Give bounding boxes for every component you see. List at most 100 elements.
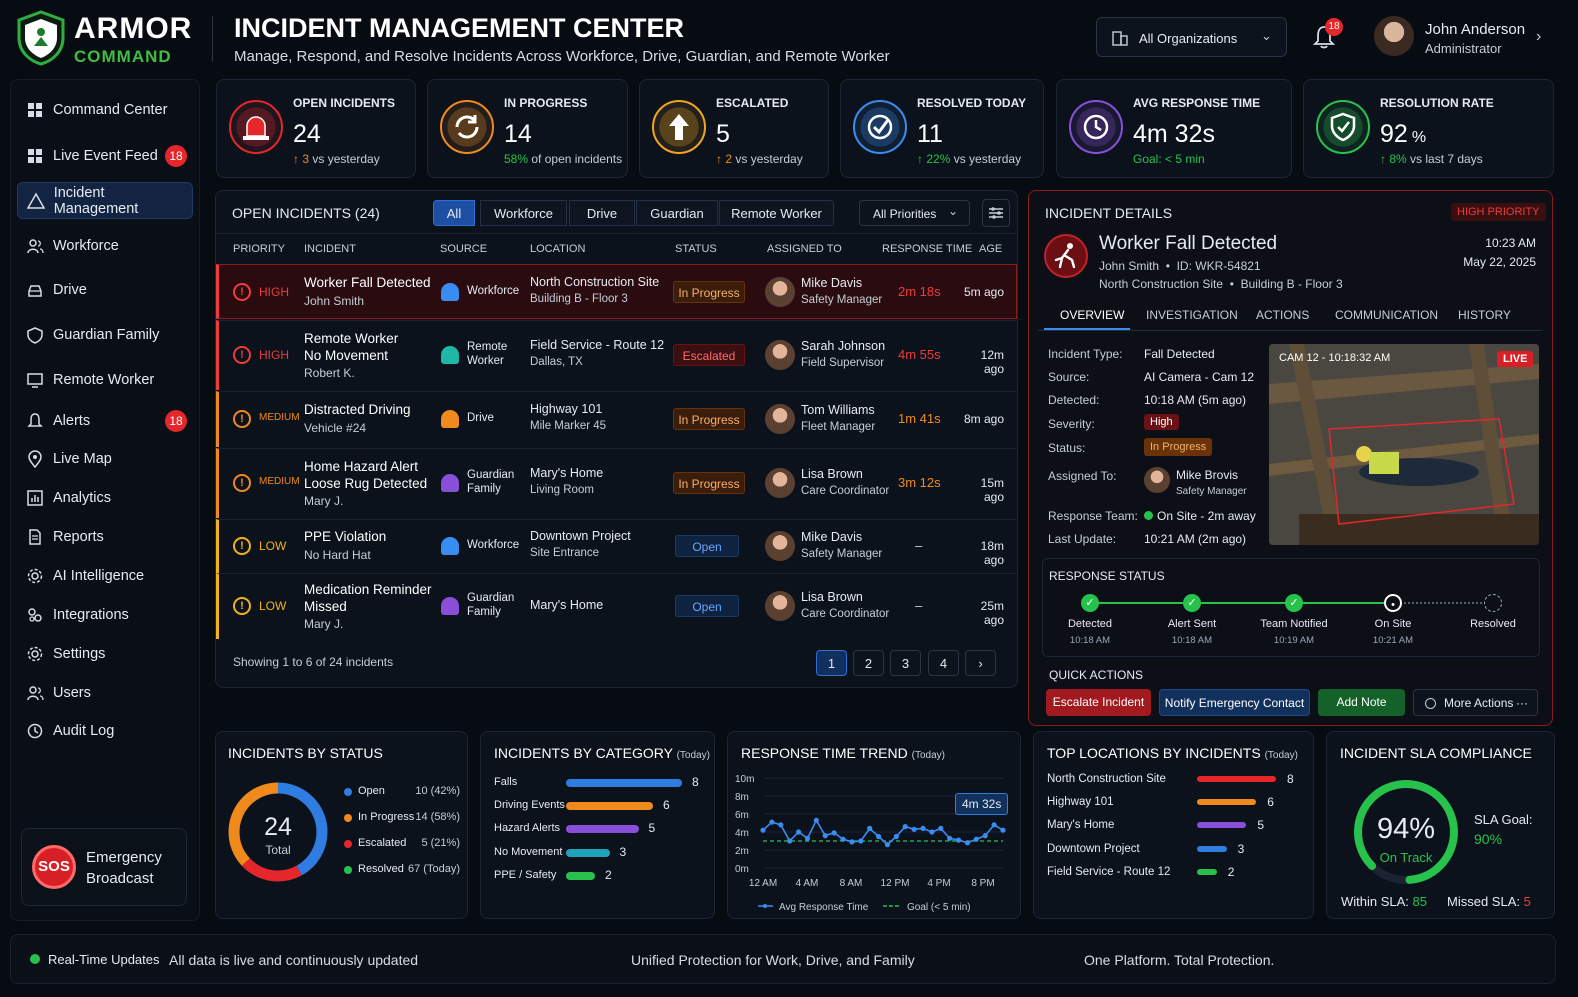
notify-contact-button[interactable]: Notify Emergency Contact [1159,689,1310,716]
more-actions-button[interactable]: More Actions ··· [1413,689,1538,716]
sliders-icon [989,207,1003,219]
tab-drive[interactable]: Drive [569,200,635,226]
table-row[interactable] [216,391,1017,447]
alert-triangle-icon [18,191,54,210]
y-tick-label: 6m [735,810,749,821]
sidebar-item-audit-log[interactable]: Audit Log [17,712,193,749]
category-value: 6 [663,798,670,813]
tab-investigation[interactable]: INVESTIGATION [1146,308,1238,322]
kpi-number: 24 [293,120,321,148]
audit-icon [17,722,53,740]
circle-icon [1425,698,1436,709]
add-note-button[interactable]: Add Note [1318,689,1405,716]
filter-settings-button[interactable] [982,199,1010,227]
step-circle-icon: • [1384,594,1402,612]
assignee-name: Mike Davis [801,530,863,544]
sidebar-item-incident-management[interactable]: Incident Management [17,182,193,219]
sidebar-item-analytics[interactable]: Analytics [17,479,193,516]
emergency-broadcast-button[interactable]: SOS Emergency Broadcast [21,828,187,906]
notifications-button[interactable]: 18 [1312,18,1343,55]
column-header-age: AGE [979,243,1003,255]
sidebar-item-command-center[interactable]: Command Center [17,91,193,128]
source-label-line2: Worker [467,355,504,367]
tab-actions[interactable]: ACTIONS [1256,308,1310,322]
sidebar-item-drive[interactable]: Drive [17,271,193,308]
page-button-1[interactable]: 1 [816,650,847,676]
camera-feed[interactable]: CAM 12 - 10:18:32 AM LIVE [1269,344,1539,545]
users-icon [17,684,53,702]
sidebar-item-remote-worker[interactable]: Remote Worker [17,361,193,398]
data-point [769,819,775,825]
incident-age: 8m ago [963,412,1004,426]
page-button-3[interactable]: 3 [890,650,921,676]
priority-label: MEDIUM [259,476,300,487]
sidebar-item-alerts[interactable]: Alerts 18 [17,402,193,439]
kpi-label: IN PROGRESS [504,96,588,110]
page-button-4[interactable]: 4 [928,650,959,676]
building-icon [1111,29,1129,50]
detail-status-label: Status: [1048,441,1086,455]
table-divider [216,233,1017,234]
avatar[interactable] [1374,16,1414,56]
location-label: Field Service - Route 12 [1047,865,1171,878]
escalate-button[interactable]: Escalate Incident [1046,689,1151,716]
location-name: Mary's Home [530,598,604,612]
sidebar-item-label: Settings [53,645,106,662]
priority-alert-icon: ! [233,474,251,492]
tab-overview[interactable]: OVERVIEW [1060,308,1125,322]
sidebar-item-workforce[interactable]: Workforce [17,227,193,264]
tab-history[interactable]: HISTORY [1458,308,1511,322]
priority-filter[interactable]: All Priorities ⌄ [859,200,970,226]
tab-communication[interactable]: COMMUNICATION [1335,308,1439,322]
category-bar [566,779,682,787]
table-row[interactable] [216,264,1017,319]
tab-guardian[interactable]: Guardian [636,200,718,226]
grid-icon [17,147,53,165]
table-row[interactable] [216,573,1017,639]
sidebar-item-label: Analytics [53,489,112,506]
data-point [822,833,828,839]
hard-hat-icon [441,537,459,555]
organization-select[interactable]: All Organizations ⌄ [1096,17,1287,57]
sidebar-item-users[interactable]: Users [17,674,193,711]
data-point [1000,827,1006,833]
location-value: 5 [1257,818,1265,833]
sidebar-item-integrations[interactable]: Integrations [17,596,193,633]
data-point [840,836,846,842]
location-detail: Dallas, TX [530,356,583,368]
category-bar [566,871,595,880]
detail-type-value: Fall Detected [1144,347,1215,361]
sidebar-item-live-map[interactable]: Live Map [17,440,193,477]
response-time: 3m 12s [898,475,941,490]
data-point [920,825,926,831]
sidebar-item-guardian-family[interactable]: Guardian Family [17,316,193,353]
category-bar [566,802,653,811]
data-point [849,839,855,845]
incident-title: Medication Reminder [304,582,432,597]
category-label: No Movement [494,845,563,858]
detail-update-label: Last Update: [1048,532,1117,546]
tab-all[interactable]: All [433,200,475,226]
table-row[interactable] [216,448,1017,518]
kpi-delta-value: 8% [1389,152,1407,166]
priority-label: LOW [259,599,287,613]
sidebar-item-label: AI Intelligence [53,567,145,584]
table-row[interactable] [216,320,1017,390]
sidebar-item-live-event-feed[interactable]: Live Event Feed 18 [17,137,193,174]
page-button-2[interactable]: 2 [853,650,884,676]
table-row[interactable] [216,519,1017,573]
page-button-next[interactable]: › [965,650,996,676]
brand-sub: COMMAND [74,47,172,66]
user-name: John Anderson [1425,21,1526,38]
assignee-role: Safety Manager [801,548,883,560]
priority-alert-icon: ! [233,597,251,615]
sidebar-item-ai-intelligence[interactable]: AI Intelligence [17,557,193,594]
tab-workforce[interactable]: Workforce [480,200,567,226]
sidebar-item-settings[interactable]: Settings [17,635,193,672]
tab-remote-worker[interactable]: Remote Worker [719,200,834,226]
x-tick-label: 8 AM [840,878,863,889]
incident-title-line2: No Movement [304,348,389,363]
chevron-right-icon[interactable]: › [1536,28,1542,45]
kpi-value: 14 [504,120,532,149]
sidebar-item-reports[interactable]: Reports [17,518,193,555]
